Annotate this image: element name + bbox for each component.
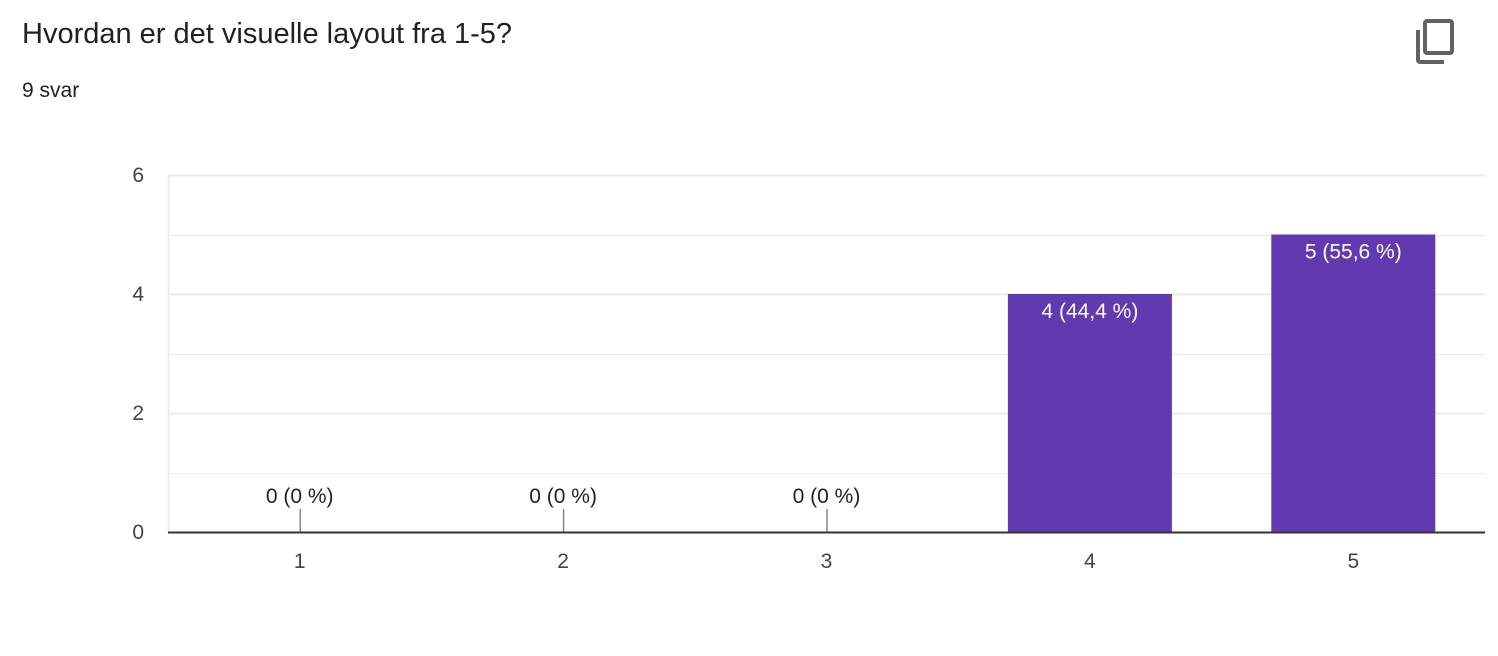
data-label: 0 (0 %) (266, 485, 334, 508)
x-tick-label: 4 (1084, 550, 1096, 573)
y-tick-label: 0 (132, 521, 144, 544)
grid-layer (167, 174, 1485, 532)
copy-icon (1416, 19, 1454, 64)
bar (1271, 234, 1436, 532)
data-label: 5 (55,6 %) (1305, 241, 1402, 264)
x-tick-label: 2 (557, 550, 569, 573)
labels-layer: 0 2 4 6 0 (0 %) 1 0 (0 %) 2 0 (0 %) 3 4 (44,4 %) 4 5… (132, 164, 1401, 573)
response-count: 9 svar (22, 79, 80, 102)
data-label: 0 (0 %) (793, 485, 861, 508)
x-tick-label: 5 (1347, 550, 1359, 573)
bars-layer (299, 234, 1436, 532)
bar (1007, 294, 1172, 532)
y-tick-label: 4 (132, 283, 144, 306)
y-tick-label: 2 (132, 402, 144, 425)
x-tick-label: 3 (821, 550, 833, 573)
y-tick-label: 6 (132, 164, 144, 187)
copy-chart-button[interactable] (1408, 14, 1464, 70)
x-tick-label: 1 (294, 550, 306, 573)
data-label: 4 (44,4 %) (1041, 300, 1138, 323)
data-label: 0 (0 %) (529, 485, 597, 508)
question-title: Hvordan er det visuelle layout fra 1-5? (22, 18, 513, 50)
